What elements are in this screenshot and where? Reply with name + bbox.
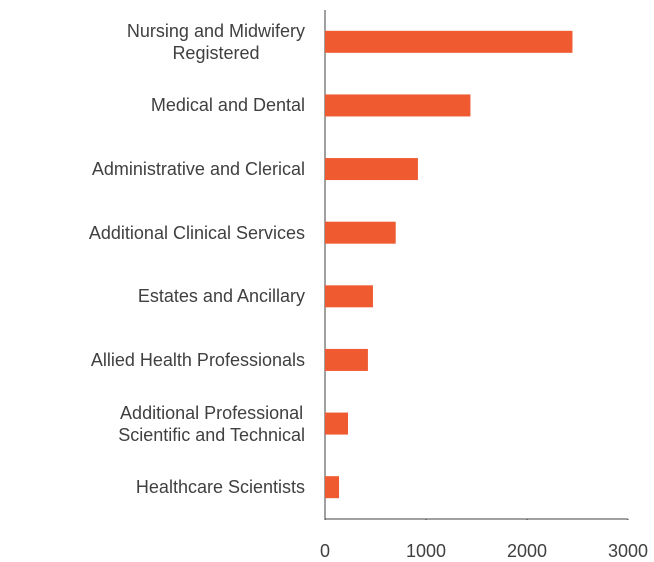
bar bbox=[325, 348, 368, 371]
bar bbox=[325, 221, 396, 244]
y-tick-label: Administrative and Clerical bbox=[91, 159, 305, 180]
bar bbox=[325, 94, 471, 117]
y-tick-label: Estates and Ancillary bbox=[137, 286, 305, 307]
bar bbox=[325, 412, 349, 435]
y-tick-label: Additional Professional Scientific and T… bbox=[118, 402, 305, 445]
y-tick-label: Nursing and Midwifery Registered bbox=[126, 20, 305, 63]
y-tick-label: Medical and Dental bbox=[150, 95, 305, 116]
x-tick-label: 2000 bbox=[507, 541, 547, 561]
bar bbox=[325, 285, 373, 308]
bar bbox=[325, 476, 340, 499]
y-tick-label: Allied Health Professionals bbox=[90, 349, 305, 370]
y-tick-label: Additional Clinical Services bbox=[88, 222, 305, 243]
x-tick-label: 1000 bbox=[406, 541, 446, 561]
y-tick-label: Healthcare Scientists bbox=[135, 477, 305, 498]
bar bbox=[325, 30, 573, 53]
bar bbox=[325, 158, 418, 181]
x-tick-label: 3000 bbox=[608, 541, 648, 561]
x-tick-label: 0 bbox=[320, 541, 330, 561]
